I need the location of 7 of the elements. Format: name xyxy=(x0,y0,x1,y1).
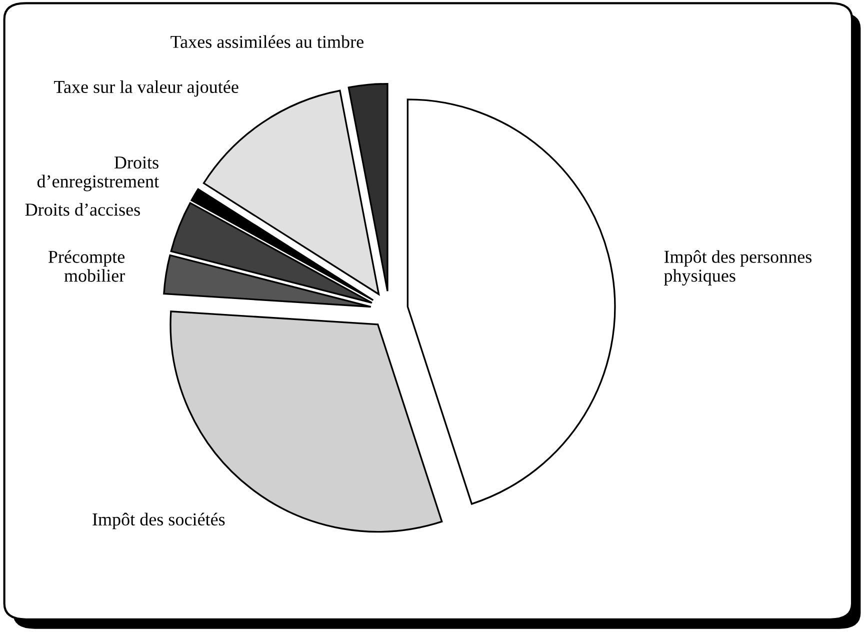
slice-label: Taxe sur la valeur ajoutée xyxy=(54,80,238,97)
slice-label: Droits d’enregistrement xyxy=(37,156,159,192)
slice-label: Impôt des sociétés xyxy=(92,512,225,530)
slice-label: Droits d’accises xyxy=(25,203,140,216)
slice-label: Précompte mobilier xyxy=(48,250,125,282)
slice-label: Taxes assimilées au timbre xyxy=(170,35,364,48)
slice-label: Impôt des personnes physiques xyxy=(664,250,812,286)
